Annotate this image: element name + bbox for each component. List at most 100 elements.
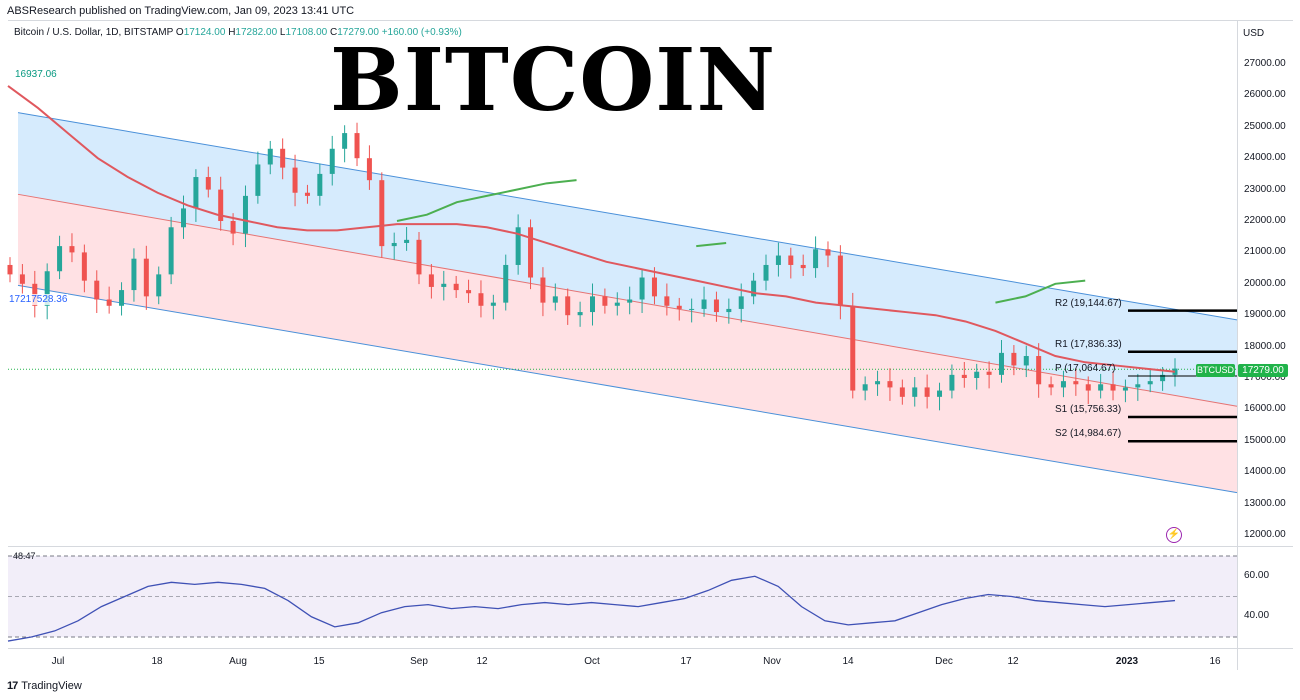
candle-body <box>775 255 781 265</box>
channel-lower-fill <box>18 194 1237 493</box>
candle-body <box>627 299 633 303</box>
candle-body <box>813 249 819 269</box>
time-tick-label: 17 <box>680 656 692 667</box>
candle-body <box>143 258 149 297</box>
candle-body <box>503 264 509 303</box>
candle-body <box>1060 381 1066 388</box>
candle-body <box>57 246 63 272</box>
pivot-label: R2 (19,144.67) <box>1055 297 1122 309</box>
symbol-name: Bitcoin / U.S. Dollar, 1D, BITSTAMP <box>14 27 174 38</box>
candle-body <box>1048 384 1054 388</box>
price-tick-label: 18000.00 <box>1244 340 1286 352</box>
candle-body <box>763 264 769 281</box>
pivot-label: S2 (14,984.67) <box>1055 428 1122 440</box>
candle-body <box>131 258 137 291</box>
candle-body <box>230 221 236 234</box>
candle-body <box>205 177 211 190</box>
pivot-overlay-value: 16937.06 <box>15 69 57 80</box>
candle-body <box>218 189 224 221</box>
price-tick-label: 13000.00 <box>1244 497 1286 509</box>
candle-body <box>19 274 25 284</box>
brand-name: TradingView <box>21 680 82 692</box>
price-tick-label: 19000.00 <box>1244 309 1286 321</box>
candle-body <box>1135 384 1141 388</box>
candle-body <box>850 305 856 391</box>
candle-body <box>949 374 955 391</box>
channel-upper-line <box>17 112 1238 321</box>
candle-body <box>255 164 261 196</box>
candle-body <box>912 387 918 397</box>
currency-label[interactable]: USD <box>1243 28 1265 39</box>
candle-body <box>1110 384 1116 391</box>
change-value: +160.00 (+0.93%) <box>381 27 462 38</box>
candle-body <box>106 299 112 306</box>
candle-body <box>69 246 75 253</box>
rsi-line <box>7 575 1176 642</box>
candle-body <box>590 296 595 313</box>
candle-body <box>701 299 707 309</box>
pane-separator[interactable] <box>8 546 1293 547</box>
candle-body <box>515 227 521 265</box>
time-tick-label: Aug <box>229 656 247 667</box>
time-tick-label: 14 <box>842 656 854 667</box>
candle-body <box>81 252 87 281</box>
rsi-tick-60: 60.00 <box>1244 570 1270 581</box>
candle-body <box>899 387 905 397</box>
candle-body <box>490 302 496 306</box>
pivot-label: R1 (17,836.33) <box>1055 338 1122 350</box>
candle-body <box>800 264 806 269</box>
moving-average-green <box>396 179 577 222</box>
time-tick-label: Nov <box>763 656 781 667</box>
candle-body <box>1023 356 1029 366</box>
symbol-legend[interactable]: Bitcoin / U.S. Dollar, 1D, BITSTAMP O171… <box>14 27 462 38</box>
high-value: 17282.00 <box>235 27 278 38</box>
last-price-tag: 17279.00 <box>1238 364 1288 377</box>
candle-body <box>94 280 100 300</box>
price-tick-label: 26000.00 <box>1244 89 1286 101</box>
candle-body <box>937 390 943 397</box>
candle-body <box>404 239 410 243</box>
candle-body <box>1147 381 1153 385</box>
moving-average-green <box>995 279 1086 304</box>
tradingview-logo-icon: 17 <box>7 680 18 692</box>
candle-body <box>267 148 273 165</box>
chart-title-overlay: BITCOIN <box>330 30 777 131</box>
candle-body <box>614 302 620 306</box>
candle-body <box>998 352 1004 375</box>
pivot-label: P (17,064.67) <box>1055 362 1116 374</box>
footer-brand[interactable]: 17 TradingView <box>7 680 82 692</box>
candle-body <box>713 299 719 313</box>
time-tick-label: Oct <box>584 656 600 667</box>
high-label: H <box>228 27 236 38</box>
candle-body <box>156 274 162 297</box>
price-tick-label: 15000.00 <box>1244 434 1286 446</box>
candle-body <box>577 312 583 316</box>
candle-body <box>974 371 980 378</box>
candle-body <box>342 133 348 149</box>
open-label: O <box>175 27 184 38</box>
candle-body <box>825 249 831 256</box>
candle-body <box>1098 384 1104 391</box>
time-tick-label: 2023 <box>1115 656 1139 667</box>
candle-body <box>1122 387 1128 391</box>
candle-body <box>391 242 397 247</box>
low-label: L <box>279 27 286 38</box>
price-tick-label: 21000.00 <box>1244 246 1286 258</box>
rsi-value[interactable]: 48.47 <box>13 551 36 561</box>
candle-body <box>292 167 298 193</box>
candle-body <box>528 227 534 278</box>
candle-body <box>788 255 794 265</box>
candle-body <box>1160 374 1166 382</box>
candle-body <box>1073 381 1079 385</box>
candle-body <box>751 280 757 297</box>
moving-average-green <box>696 241 727 248</box>
lightning-icon[interactable]: ⚡ <box>1166 527 1182 543</box>
candle-body <box>478 293 484 306</box>
close-value: 17279.00 <box>337 27 379 38</box>
price-tick-label: 12000.00 <box>1244 529 1286 540</box>
candle-body <box>676 305 682 309</box>
candle-body <box>1085 384 1091 391</box>
price-tick-label: 23000.00 <box>1244 183 1286 195</box>
channel-lower-line <box>17 284 1238 494</box>
